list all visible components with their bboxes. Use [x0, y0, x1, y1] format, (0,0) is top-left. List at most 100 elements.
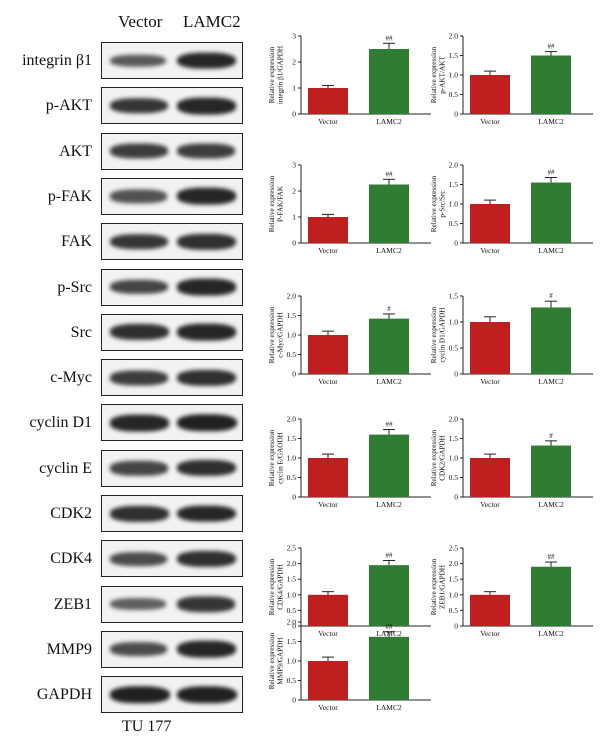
chart-8-y-axis-label-line: Relative expression: [268, 558, 276, 615]
blot-band-lamc2: [177, 685, 237, 704]
blot-band-vector: [110, 505, 169, 522]
blot-strip-6: [101, 313, 243, 351]
blot-column-header-vector: Vector: [118, 12, 163, 31]
blot-label-6: Src: [70, 323, 92, 341]
blot-caption: TU 177: [122, 718, 172, 735]
western-blot-panel: Vector LAMC2 integrin β1 p-AKT AKT p-FAK FAK…: [0, 0, 250, 754]
chart-1-significance-mark: ##: [548, 43, 556, 51]
chart-3-y-tick-label: 2.0: [449, 161, 459, 170]
blot-strip-1: [101, 87, 243, 125]
chart-10-y-tick-label: 1.5: [287, 637, 297, 646]
chart-10-y-tick-label: 1.0: [287, 657, 297, 666]
blot-label-7: c-Myc: [50, 369, 92, 387]
chart-7-y-tick-label: 1.5: [449, 434, 459, 443]
blot-column-header-lamc2: LAMC2: [183, 12, 241, 31]
chart-6-x-tick-label: Vector: [318, 500, 338, 509]
blot-band-lamc2: [177, 596, 236, 612]
chart-2-x-tick-label: LAMC2: [376, 246, 402, 255]
chart-7-y-tick-label: 0: [454, 493, 458, 502]
blot-label-5: p-Src: [57, 278, 92, 296]
blot-band-vector: [110, 551, 168, 566]
blot-band-vector: [110, 189, 167, 203]
blot-strip-14: [101, 676, 243, 714]
chart-10-bar-vector: [308, 661, 348, 700]
chart-8-y-tick-label: 2.5: [287, 544, 297, 553]
blot-band-vector: [110, 598, 166, 611]
blot-label-2: AKT: [59, 142, 92, 160]
chart-4-significance-mark: #: [387, 305, 391, 313]
chart-7-bar-vector: [470, 458, 510, 497]
chart-2-y-tick-label: 0: [292, 239, 296, 248]
chart-5-x-tick-label: Vector: [480, 377, 500, 386]
chart-7-bar-lamc2: [531, 445, 571, 497]
chart-4-y-axis-label-line: c-Myc/GAPDH: [277, 312, 285, 358]
chart-8-bar-lamc2: [369, 565, 409, 626]
blot-strip-5: [101, 268, 243, 306]
chart-2-y-tick-label: 3: [292, 161, 296, 170]
chart-10-y-axis-label-line: Relative expression: [268, 632, 276, 689]
chart-3-y-axis-label: Relative expressionp-Src/Src: [430, 175, 447, 232]
chart-0-y-tick-label: 3: [292, 32, 296, 41]
blot-label-10: CDK2: [50, 505, 92, 522]
chart-0-bar-vector: [308, 88, 348, 114]
chart-0-x-tick-label: Vector: [318, 117, 338, 126]
chart-10-x-tick-label: Vector: [318, 703, 338, 712]
chart-9-y-tick-label: 2.0: [449, 559, 459, 568]
blot-band-vector: [110, 460, 168, 476]
chart-6-y-tick-label: 2.0: [287, 415, 297, 424]
chart-0-y-axis-label-line: Relative expression: [268, 46, 276, 103]
blot-band-vector: [110, 98, 169, 114]
chart-4-x-tick-label: LAMC2: [376, 377, 402, 386]
chart-0-y-axis-label: Relative expressionintegrin β1/GAPDH: [268, 46, 285, 104]
chart-7-y-tick-label: 2.0: [449, 415, 459, 424]
chart-9-y-axis-label: Relative expressionZEB1/GAPDH: [430, 558, 447, 615]
chart-5-y-tick-label: 0: [454, 370, 458, 379]
chart-8-x-tick-label: Vector: [318, 629, 338, 638]
chart-2-bar-lamc2: [369, 184, 409, 243]
blot-strip-0: [101, 42, 243, 79]
chart-10-y-tick-label: 0: [292, 696, 296, 705]
chart-3-significance-mark: ##: [548, 168, 556, 176]
blot-band-lamc2: [177, 278, 237, 296]
blot-band-lamc2: [177, 505, 237, 522]
chart-6-y-axis-label: Relative expressioncyclin E/GAODH: [268, 429, 285, 486]
blot-band-lamc2: [177, 550, 236, 567]
blot-band-lamc2: [177, 187, 237, 205]
chart-1-bar-lamc2: [531, 55, 571, 114]
blot-band-vector: [110, 233, 169, 250]
blot-band-lamc2: [177, 369, 236, 386]
blot-band-vector: [110, 279, 168, 295]
blot-strip-3: [101, 177, 243, 215]
chart-4-y-tick-label: 1.0: [287, 331, 297, 340]
chart-8-y-tick-label: 0: [292, 622, 296, 631]
chart-1-bar-vector: [470, 75, 510, 114]
chart-5-bar-lamc2: [531, 307, 571, 374]
blot-label-8: cyclin D1: [29, 414, 92, 432]
chart-7-y-axis-label: Relative expressionCDK2/GAPDH: [430, 429, 447, 486]
chart-2-y-tick-label: 2: [292, 187, 296, 196]
blot-strip-13: [101, 630, 243, 668]
chart-10-y-axis-label: Relative expressionMMP9/GAPDH: [268, 632, 285, 689]
chart-2-y-tick-label: 1: [292, 213, 296, 222]
chart-4-y-tick-label: 2.0: [287, 292, 297, 301]
blot-strip-10: [101, 495, 243, 532]
chart-3-x-tick-label: Vector: [480, 246, 500, 255]
chart-5-bar-vector: [470, 322, 510, 374]
chart-8-y-tick-label: 1.0: [287, 590, 297, 599]
chart-4-y-axis-label: Relative expressionc-Myc/GAPDH: [268, 306, 285, 363]
chart-2-y-axis-label: Relative expressionP-FAK/FAK: [268, 175, 285, 232]
blot-band-lamc2: [177, 460, 236, 477]
chart-9-x-tick-label: LAMC2: [538, 629, 564, 638]
chart-9-y-tick-label: 2.5: [449, 544, 459, 553]
chart-0-significance-mark: ##: [386, 34, 394, 42]
chart-0-y-tick-label: 0: [292, 110, 296, 119]
chart-9-bar-lamc2: [531, 566, 571, 626]
blot-label-13: MMP9: [46, 640, 92, 658]
chart-9-y-tick-label: 0: [454, 622, 458, 631]
chart-7-y-tick-label: 1.0: [449, 454, 459, 463]
blot-label-11: CDK4: [50, 550, 92, 568]
chart-4-bar-vector: [308, 335, 348, 374]
chart-5-x-tick-label: LAMC2: [538, 377, 564, 386]
blot-band-vector: [110, 54, 167, 67]
chart-8-y-tick-label: 1.5: [287, 575, 297, 584]
